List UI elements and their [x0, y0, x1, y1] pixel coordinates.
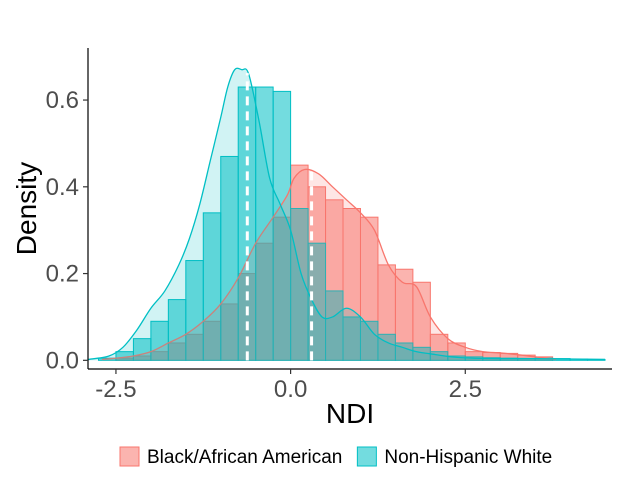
- x-tick-label: 2.5: [449, 376, 482, 403]
- y-tick-label: 0.4: [46, 174, 79, 201]
- y-axis-title: Density: [11, 162, 42, 255]
- y-tick-label: 0.0: [46, 347, 79, 374]
- y-tick-label: 0.2: [46, 261, 79, 288]
- x-tick-label: -2.5: [95, 376, 136, 403]
- density-area-black-african-american: [101, 169, 557, 361]
- density-curve-non-hispanic-white: [87, 67, 606, 361]
- density-curves-layer: [87, 67, 606, 361]
- density-area-non-hispanic-white: [88, 68, 606, 361]
- axes-layer: 0.0 0.2 0.4 0.6 -2.5 0.0 2.5: [46, 48, 612, 403]
- legend: Black/African American Non-Hispanic White: [119, 446, 552, 468]
- legend-label-non-hispanic-white: Non-Hispanic White: [384, 447, 552, 468]
- x-axis-title: NDI: [326, 398, 374, 429]
- density-curve-black-african-american: [101, 168, 557, 361]
- y-tick-label: 0.6: [46, 87, 79, 114]
- legend-label-black-african-american: Black/African American: [147, 447, 342, 468]
- legend-key-black-african-american: [119, 446, 140, 467]
- legend-key-non-hispanic-white: [356, 446, 377, 467]
- mean-lines-layer: [245, 73, 314, 361]
- x-tick-label: 0.0: [274, 376, 307, 403]
